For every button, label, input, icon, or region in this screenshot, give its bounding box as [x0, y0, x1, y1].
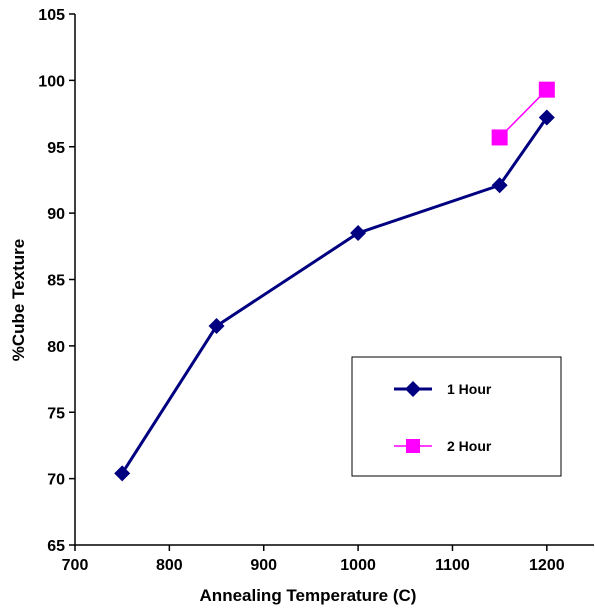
y-tick-label-65: 65	[47, 538, 65, 555]
x-axis-title: Annealing Temperature (C)	[200, 586, 417, 605]
x-axis: 700 800 900 1000 1100 1200	[62, 544, 594, 574]
y-axis: 65 70 75 80 85 90 95 100 105	[38, 7, 76, 555]
x-tick-label-1100: 1100	[435, 557, 470, 574]
legend-label-2-hour: 2 Hour	[447, 438, 492, 454]
y-tick-label-70: 70	[47, 472, 65, 489]
x-tick-label-1000: 1000	[340, 557, 376, 574]
y-tick-label-100: 100	[38, 73, 65, 90]
legend-entry-2-hour: 2 Hour	[394, 438, 492, 454]
x-tick-label-900: 900	[250, 557, 277, 574]
data-point-1-hour-1150	[491, 177, 508, 194]
legend-label-1-hour: 1 Hour	[447, 381, 492, 397]
legend-marker-1-hour	[405, 381, 421, 397]
x-tick-label-1200: 1200	[529, 557, 565, 574]
data-point-1-hour-1000	[350, 225, 367, 242]
y-tick-label-95: 95	[47, 140, 65, 157]
legend-box	[351, 356, 562, 477]
data-point-1-hour-850	[208, 317, 225, 334]
legend-marker-2-hour	[406, 439, 420, 453]
legend-entry-1-hour: 1 Hour	[394, 381, 492, 397]
y-axis-title: %Cube Texture	[9, 239, 28, 362]
data-point-1-hour-750	[114, 465, 131, 482]
x-tick-label-700: 700	[62, 557, 89, 574]
y-tick-label-75: 75	[47, 405, 65, 422]
series-layer	[114, 81, 555, 482]
y-tick-label-80: 80	[47, 339, 65, 356]
legend: 1 Hour 2 Hour	[351, 356, 562, 477]
y-tick-label-85: 85	[47, 273, 65, 290]
y-tick-label-105: 105	[38, 7, 65, 24]
x-tick-label-800: 800	[156, 557, 183, 574]
data-point-2-hour-1150	[491, 129, 508, 146]
y-tick-label-90: 90	[47, 206, 65, 223]
data-point-1-hour-1200	[538, 109, 555, 126]
data-point-2-hour-1200	[538, 81, 555, 98]
